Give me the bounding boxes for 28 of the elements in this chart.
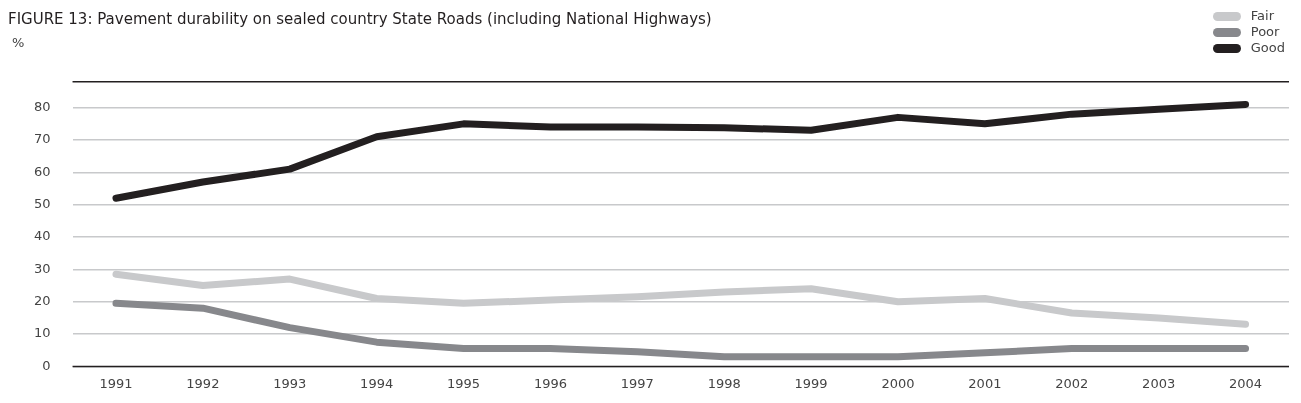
x-tick-label: 2002: [1055, 375, 1089, 391]
legend-label: Poor: [1250, 24, 1280, 40]
y-tick-label: 0: [42, 357, 51, 373]
x-tick-label: 1996: [533, 375, 567, 391]
x-tick-label: 1995: [447, 375, 481, 391]
x-tick-label: 1993: [273, 375, 307, 391]
x-tick-label: 1998: [707, 375, 741, 391]
x-tick-label: 2001: [968, 375, 1002, 391]
y-tick-label: 60: [34, 163, 51, 179]
y-tick-label: 40: [34, 228, 51, 244]
x-tick-label: 1999: [794, 375, 828, 391]
legend-label: Good: [1250, 40, 1285, 56]
legend-label: Fair: [1250, 8, 1274, 24]
y-tick-label: 10: [34, 325, 51, 341]
x-tick-label: 1992: [186, 375, 220, 391]
x-tick-label: 1991: [99, 375, 133, 391]
y-tick-label: 30: [34, 260, 51, 276]
y-tick-label: 50: [34, 196, 51, 212]
chart-title: FIGURE 13: Pavement durability on sealed country State Roads (including National Highways): [8, 10, 712, 28]
y-tick-label: 80: [34, 99, 51, 115]
x-tick-label: 1994: [360, 375, 394, 391]
x-tick-label: 1997: [620, 375, 654, 391]
x-tick-label: 2003: [1142, 375, 1176, 391]
y-axis-title: %: [12, 35, 25, 50]
y-tick-label: 20: [34, 293, 51, 309]
x-tick-label: 2000: [881, 375, 915, 391]
y-tick-label: 70: [34, 131, 51, 147]
x-tick-label: 2004: [1229, 375, 1263, 391]
